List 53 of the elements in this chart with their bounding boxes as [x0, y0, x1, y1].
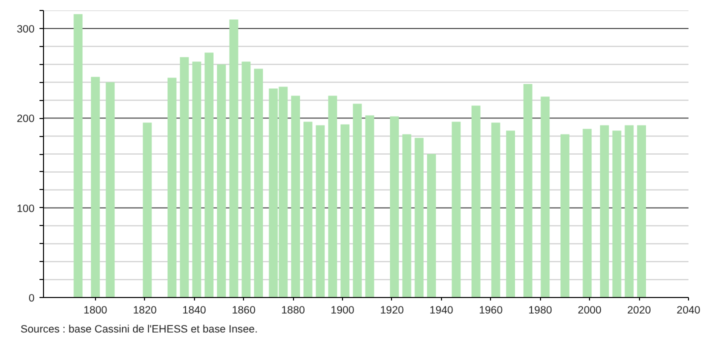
bar [242, 62, 251, 298]
bar [637, 125, 646, 298]
bar [390, 116, 399, 298]
bar [452, 122, 461, 298]
bar [612, 130, 622, 298]
bar [303, 122, 312, 298]
bar [74, 14, 83, 298]
bar [472, 106, 480, 298]
x-tick-label: 1900 [330, 304, 354, 316]
bar [414, 138, 424, 298]
bar [523, 84, 532, 298]
bar [491, 122, 500, 298]
bar [624, 125, 634, 298]
bar [560, 134, 570, 298]
y-tick-label: 100 [16, 202, 35, 215]
bar [328, 96, 338, 298]
bar [365, 115, 374, 298]
bar [340, 124, 350, 298]
x-tick-label: 1840 [182, 304, 206, 316]
bar [90, 76, 100, 298]
bar [254, 68, 263, 298]
x-tick-label: 2040 [676, 304, 700, 316]
bar [402, 134, 412, 298]
x-tick-label: 1940 [430, 304, 454, 316]
bar [229, 19, 238, 298]
x-tick-label: 1820 [132, 304, 157, 316]
bar [427, 154, 436, 298]
x-tick-label: 1980 [528, 304, 552, 316]
x-tick-label: 1880 [281, 304, 306, 316]
bar [291, 96, 300, 298]
x-tick-label: 2000 [578, 304, 602, 316]
bar [540, 96, 550, 298]
bar [600, 125, 609, 298]
bar [106, 82, 115, 298]
bar [168, 78, 176, 298]
source-note: Sources : base Cassini de l'EHESS et base Insee. [20, 324, 258, 336]
x-tick-label: 1860 [232, 304, 256, 316]
bar [192, 62, 202, 298]
x-tick-label: 1920 [380, 304, 404, 316]
bar [582, 128, 592, 298]
x-tick-label: 2020 [627, 304, 651, 316]
y-tick-label: 0 [28, 292, 35, 304]
bar [352, 104, 362, 298]
y-tick-label: 300 [16, 23, 35, 36]
bar [180, 57, 189, 298]
bar [316, 125, 325, 298]
y-tick-label: 200 [16, 113, 35, 126]
x-tick-label: 1960 [478, 304, 503, 316]
bar [204, 52, 214, 298]
bar [142, 122, 152, 298]
x-tick-label: 1800 [84, 304, 108, 316]
bar [506, 130, 516, 298]
bar [216, 64, 226, 298]
